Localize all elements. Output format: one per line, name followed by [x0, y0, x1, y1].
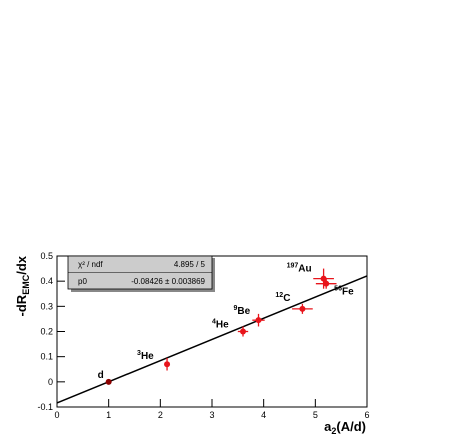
x-tick-label: 0: [54, 410, 59, 420]
point: [320, 275, 327, 282]
stats-value: -0.08426 ± 0.003869: [131, 277, 205, 286]
x-tick-label: 6: [364, 410, 369, 420]
y-tick-label: 0.3: [40, 301, 53, 311]
stats-value: 4.895 / 5: [174, 260, 206, 269]
point-label-name: He: [141, 351, 154, 362]
point-label-mass: 3: [137, 350, 141, 357]
y-axis-title-sub: EMC: [21, 274, 31, 295]
point-label-name: He: [216, 320, 229, 331]
stats-shadow: [212, 258, 215, 291]
y-tick-label: 0.2: [40, 327, 53, 337]
y-tick-label: 0.4: [40, 276, 53, 286]
point-label-mass: 12: [275, 292, 283, 299]
y-axis-title-main: -dR: [14, 294, 29, 316]
y-tick-label: 0.1: [40, 352, 53, 362]
point-label: 9Be: [234, 305, 251, 317]
x-axis-title-sub: 2: [331, 426, 336, 436]
point: [164, 361, 171, 368]
x-axis-title-main: a: [324, 419, 332, 434]
point: [240, 328, 246, 335]
point-label: 3He: [137, 350, 154, 362]
stats-shadow: [71, 289, 215, 292]
point-label-mass: 4: [212, 319, 216, 326]
y-tick-label: 0.5: [40, 251, 53, 261]
x-tick-label: 3: [209, 410, 214, 420]
x-tick-label: 4: [261, 410, 266, 420]
x-axis-title-rest: (A/d): [336, 419, 366, 434]
x-tick-label: 1: [106, 410, 111, 420]
y-axis-title: -dREMC/dx: [14, 255, 31, 316]
fit-line: [56, 275, 368, 404]
point-label-name: Au: [298, 264, 311, 275]
point-label-mass: 197: [287, 263, 299, 270]
point-label-name: d: [98, 370, 104, 381]
x-tick-label: 5: [313, 410, 318, 420]
x-axis-title: a2(A/d): [324, 419, 366, 436]
point: [299, 305, 306, 312]
y-tick-label: -0.1: [37, 402, 53, 412]
point: [255, 317, 262, 324]
point-label-name: Be: [237, 306, 250, 317]
point-label-name: Fe: [342, 287, 354, 298]
y-tick-label: 0: [48, 377, 53, 387]
point: [105, 378, 112, 385]
x-tick-label: 2: [158, 410, 163, 420]
point-label-name: C: [283, 293, 290, 304]
point-label: d: [98, 370, 104, 381]
stats-key: p0: [78, 277, 87, 286]
y-axis-title-rest: /dx: [14, 255, 29, 275]
stats-key: χ² / ndf: [78, 260, 103, 269]
point-label: 56Fe: [334, 286, 354, 298]
point-label-mass: 9: [234, 305, 238, 312]
point-label-mass: 56: [334, 286, 342, 293]
point-label: 197Au: [287, 263, 312, 275]
point: [323, 280, 330, 287]
point-label: 4He: [212, 319, 229, 331]
point-label: 12C: [275, 292, 290, 304]
